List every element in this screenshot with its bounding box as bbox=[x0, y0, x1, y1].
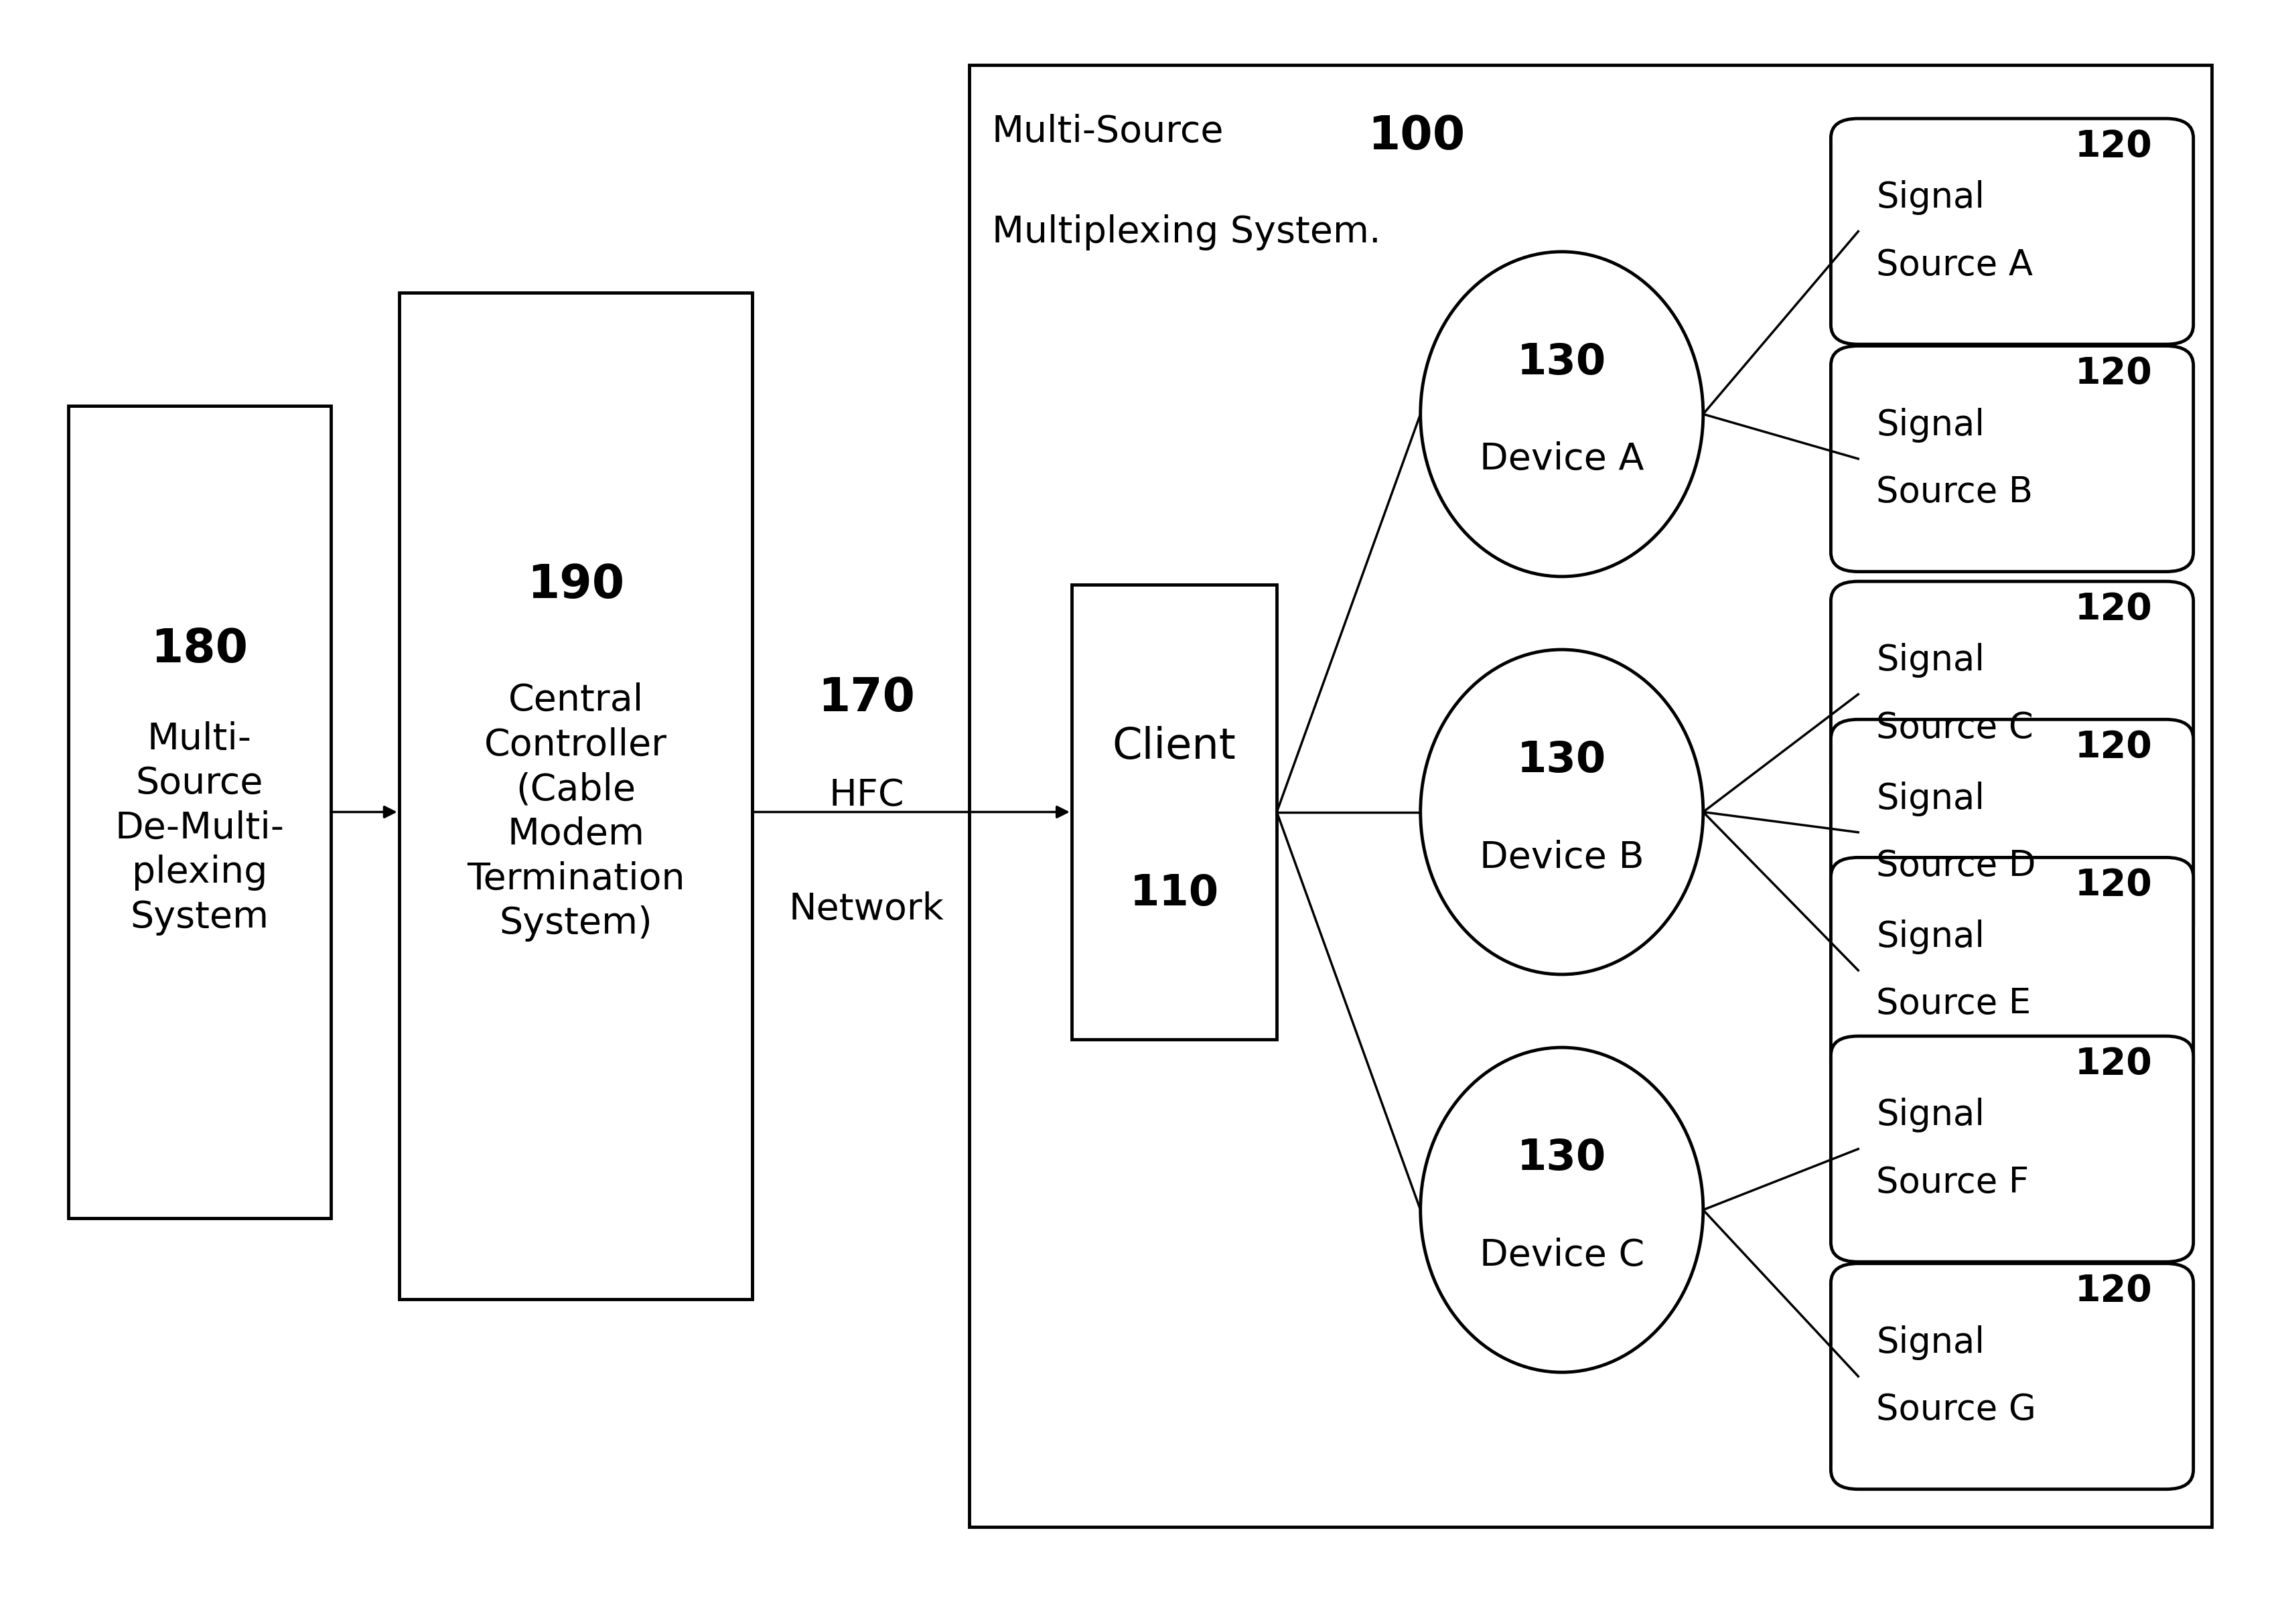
Text: Source C: Source C bbox=[1876, 710, 2034, 745]
FancyBboxPatch shape bbox=[68, 406, 331, 1218]
Text: Source A: Source A bbox=[1876, 247, 2034, 283]
Text: 120: 120 bbox=[2075, 591, 2152, 627]
Ellipse shape bbox=[1420, 252, 1703, 577]
FancyBboxPatch shape bbox=[1831, 1036, 2193, 1262]
Text: Network: Network bbox=[789, 892, 944, 927]
FancyBboxPatch shape bbox=[1831, 581, 2193, 807]
Text: 120: 120 bbox=[2075, 1273, 2152, 1309]
Text: 100: 100 bbox=[1368, 114, 1466, 159]
Text: 120: 120 bbox=[2075, 128, 2152, 164]
FancyBboxPatch shape bbox=[399, 292, 752, 1299]
Text: 110: 110 bbox=[1129, 872, 1220, 914]
Text: 130: 130 bbox=[1516, 739, 1607, 781]
Text: Source F: Source F bbox=[1876, 1164, 2029, 1200]
Text: 120: 120 bbox=[2075, 867, 2152, 903]
Text: Source D: Source D bbox=[1876, 848, 2036, 883]
FancyBboxPatch shape bbox=[969, 65, 2212, 1527]
Text: Multiplexing System.: Multiplexing System. bbox=[992, 214, 1382, 250]
Text: HFC: HFC bbox=[828, 778, 905, 814]
Text: 130: 130 bbox=[1516, 1137, 1607, 1179]
FancyBboxPatch shape bbox=[1831, 857, 2193, 1083]
Text: 130: 130 bbox=[1516, 341, 1607, 383]
Text: 120: 120 bbox=[2075, 729, 2152, 765]
FancyBboxPatch shape bbox=[1831, 119, 2193, 344]
Text: Multi-
Source
De-Multi-
plexing
System: Multi- Source De-Multi- plexing System bbox=[114, 721, 285, 935]
FancyBboxPatch shape bbox=[1072, 585, 1277, 1039]
Text: Signal: Signal bbox=[1876, 180, 1986, 216]
Text: Central
Controller
(Cable
Modem
Termination
System): Central Controller (Cable Modem Terminat… bbox=[467, 682, 684, 942]
Text: 170: 170 bbox=[819, 676, 914, 721]
Text: 180: 180 bbox=[150, 627, 249, 672]
Ellipse shape bbox=[1420, 650, 1703, 974]
Text: Signal: Signal bbox=[1876, 1325, 1986, 1361]
Text: Signal: Signal bbox=[1876, 1098, 1986, 1134]
Text: 190: 190 bbox=[527, 562, 625, 607]
Text: 120: 120 bbox=[2075, 1046, 2152, 1082]
Text: Signal: Signal bbox=[1876, 781, 1986, 817]
Text: Multi-Source: Multi-Source bbox=[992, 114, 1224, 149]
Text: Signal: Signal bbox=[1876, 919, 1986, 955]
Text: 120: 120 bbox=[2075, 356, 2152, 391]
Text: Device B: Device B bbox=[1480, 840, 1644, 875]
Text: Signal: Signal bbox=[1876, 408, 1986, 443]
Text: Source B: Source B bbox=[1876, 474, 2034, 510]
Text: Source G: Source G bbox=[1876, 1392, 2036, 1427]
Ellipse shape bbox=[1420, 1047, 1703, 1372]
Text: Device A: Device A bbox=[1480, 442, 1644, 477]
Text: Signal: Signal bbox=[1876, 643, 1986, 679]
FancyBboxPatch shape bbox=[1831, 346, 2193, 572]
Text: Device C: Device C bbox=[1480, 1237, 1644, 1273]
Text: Client: Client bbox=[1113, 726, 1236, 768]
Text: Source E: Source E bbox=[1876, 986, 2031, 1021]
FancyBboxPatch shape bbox=[1831, 719, 2193, 945]
FancyBboxPatch shape bbox=[1831, 1263, 2193, 1489]
